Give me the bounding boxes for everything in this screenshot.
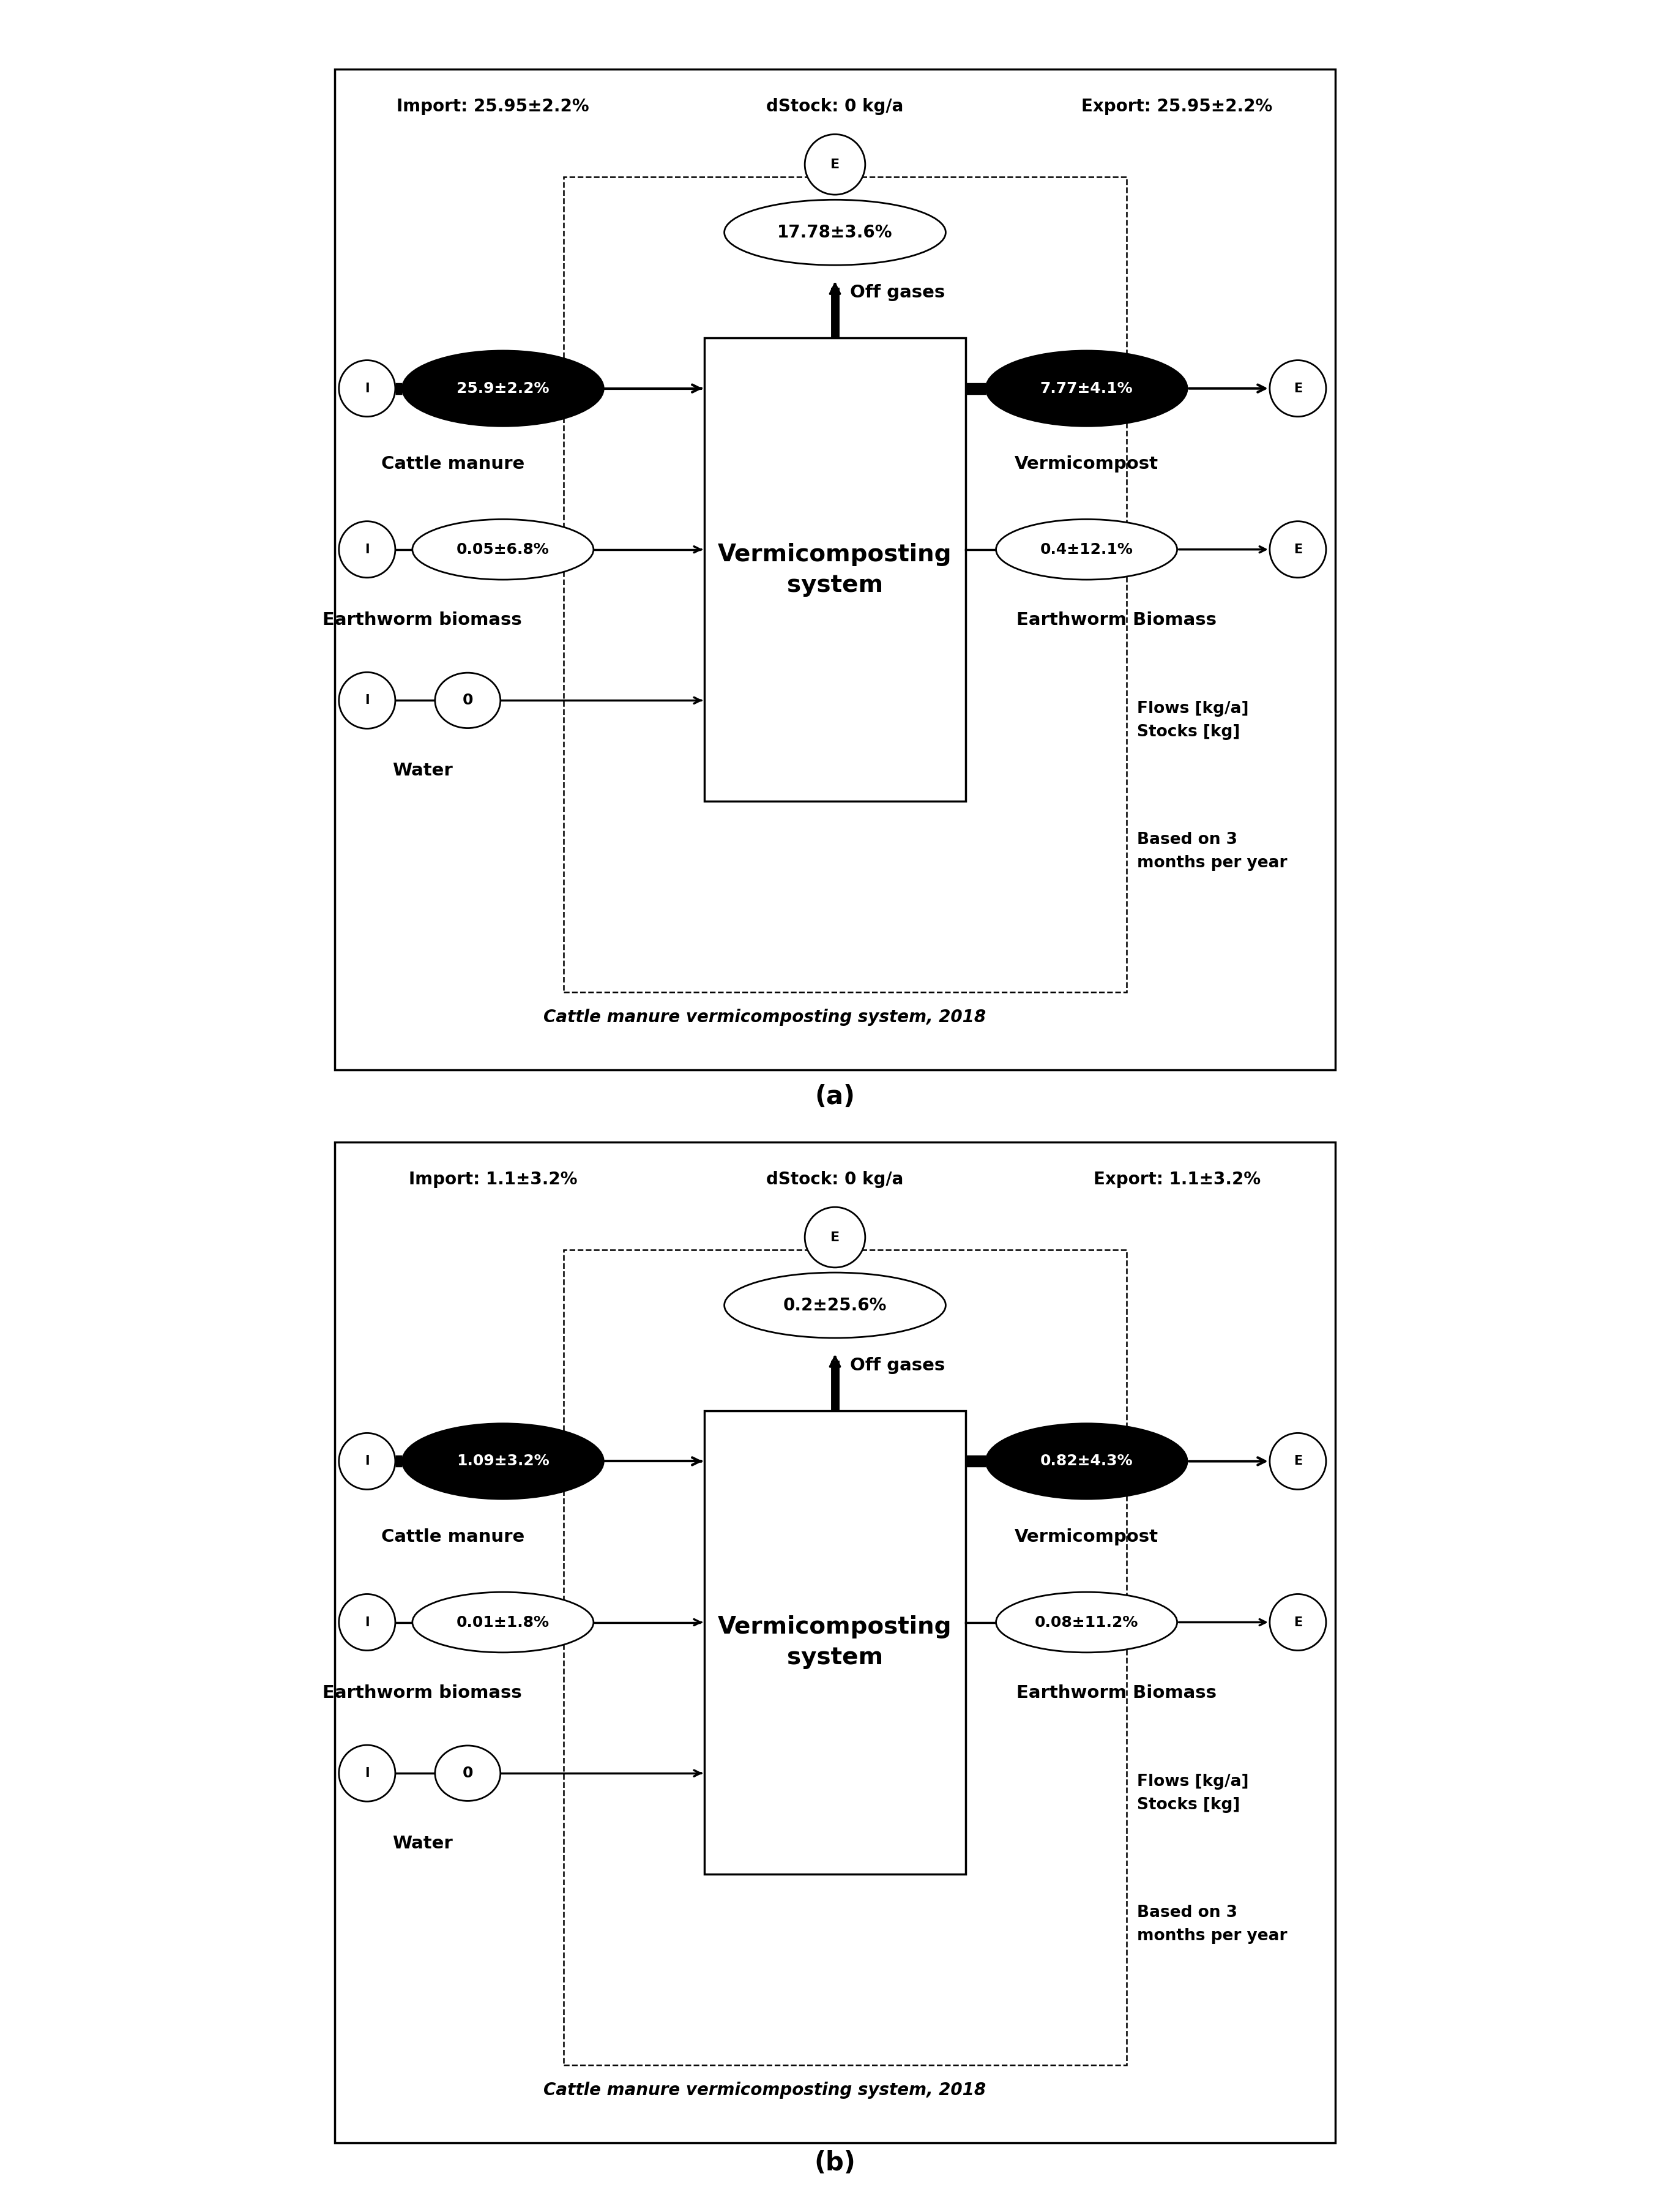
Ellipse shape (434, 1745, 501, 1801)
Ellipse shape (995, 1593, 1177, 1652)
Ellipse shape (725, 1272, 945, 1338)
Text: Export: 25.95±2.2%: Export: 25.95±2.2% (1082, 97, 1273, 115)
Circle shape (1269, 1433, 1326, 1489)
Text: I: I (364, 544, 369, 555)
Text: Vermicompost: Vermicompost (1015, 1528, 1159, 1546)
Text: 1.09±3.2%: 1.09±3.2% (456, 1453, 549, 1469)
Ellipse shape (995, 520, 1177, 580)
Text: Cattle manure vermicomposting system, 2018: Cattle manure vermicomposting system, 20… (543, 1009, 985, 1026)
Text: 0.82±4.3%: 0.82±4.3% (1040, 1453, 1132, 1469)
Ellipse shape (412, 520, 593, 580)
Text: 0.01±1.8%: 0.01±1.8% (456, 1615, 549, 1630)
Text: 7.77±4.1%: 7.77±4.1% (1040, 380, 1132, 396)
Text: 0.08±11.2%: 0.08±11.2% (1035, 1615, 1139, 1630)
Text: Water: Water (392, 763, 453, 779)
Circle shape (1269, 361, 1326, 416)
Text: I: I (364, 1767, 369, 1778)
Bar (563, 177, 1127, 993)
Text: Off gases: Off gases (850, 1358, 945, 1374)
Text: Water: Water (392, 1836, 453, 1851)
Text: 25.9±2.2%: 25.9±2.2% (456, 380, 549, 396)
Text: I: I (364, 695, 369, 706)
Text: 0.05±6.8%: 0.05±6.8% (456, 542, 549, 557)
Ellipse shape (725, 199, 945, 265)
Circle shape (1269, 522, 1326, 577)
Text: Flows [kg/a]
Stocks [kg]: Flows [kg/a] Stocks [kg] (1137, 701, 1249, 741)
Ellipse shape (985, 352, 1187, 427)
Circle shape (339, 672, 396, 728)
Text: Cattle manure: Cattle manure (381, 456, 524, 473)
Text: Vermicomposting
system: Vermicomposting system (718, 1615, 952, 1670)
Ellipse shape (985, 1425, 1187, 1500)
Circle shape (805, 135, 865, 195)
Text: Earthworm Biomass: Earthworm Biomass (1017, 1683, 1217, 1701)
Text: Import: 25.95±2.2%: Import: 25.95±2.2% (396, 97, 590, 115)
Text: 0: 0 (463, 692, 473, 708)
Circle shape (339, 1745, 396, 1801)
Bar (705, 1411, 965, 1874)
Text: Off gases: Off gases (850, 285, 945, 301)
Ellipse shape (402, 352, 603, 427)
Text: Vermicomposting
system: Vermicomposting system (718, 542, 952, 597)
Text: 17.78±3.6%: 17.78±3.6% (777, 223, 893, 241)
Text: I: I (364, 383, 369, 394)
Text: Earthworm biomass: Earthworm biomass (322, 1683, 523, 1701)
Text: E: E (1294, 1617, 1303, 1628)
Text: Cattle manure: Cattle manure (381, 1528, 524, 1546)
Text: E: E (1294, 544, 1303, 555)
Text: Earthworm Biomass: Earthworm Biomass (1017, 611, 1217, 628)
Circle shape (1269, 1595, 1326, 1650)
Text: I: I (364, 1455, 369, 1467)
Bar (563, 1250, 1127, 2066)
Text: E: E (830, 159, 840, 170)
Text: E: E (830, 1232, 840, 1243)
Ellipse shape (412, 1593, 593, 1652)
Circle shape (339, 361, 396, 416)
Text: Based on 3
months per year: Based on 3 months per year (1137, 1905, 1288, 1944)
Text: Vermicompost: Vermicompost (1015, 456, 1159, 473)
Text: Import: 1.1±3.2%: Import: 1.1±3.2% (409, 1170, 578, 1188)
Text: Flows [kg/a]
Stocks [kg]: Flows [kg/a] Stocks [kg] (1137, 1774, 1249, 1814)
Text: E: E (1294, 383, 1303, 394)
Circle shape (339, 1595, 396, 1650)
Text: dStock: 0 kg/a: dStock: 0 kg/a (767, 1170, 903, 1188)
Text: 0.4±12.1%: 0.4±12.1% (1040, 542, 1132, 557)
Circle shape (339, 1433, 396, 1489)
Text: Cattle manure vermicomposting system, 2018: Cattle manure vermicomposting system, 20… (543, 2081, 985, 2099)
Text: I: I (364, 1617, 369, 1628)
Ellipse shape (402, 1425, 603, 1500)
Text: 0.2±25.6%: 0.2±25.6% (783, 1296, 887, 1314)
Text: Earthworm biomass: Earthworm biomass (322, 611, 523, 628)
Circle shape (805, 1208, 865, 1267)
Text: Based on 3
months per year: Based on 3 months per year (1137, 832, 1288, 872)
Circle shape (339, 522, 396, 577)
Bar (705, 338, 965, 801)
Text: (b): (b) (815, 2150, 855, 2177)
Text: E: E (1294, 1455, 1303, 1467)
Text: 0: 0 (463, 1765, 473, 1781)
Text: (a): (a) (815, 1084, 855, 1110)
Text: Export: 1.1±3.2%: Export: 1.1±3.2% (1094, 1170, 1261, 1188)
Ellipse shape (434, 672, 501, 728)
Text: dStock: 0 kg/a: dStock: 0 kg/a (767, 97, 903, 115)
